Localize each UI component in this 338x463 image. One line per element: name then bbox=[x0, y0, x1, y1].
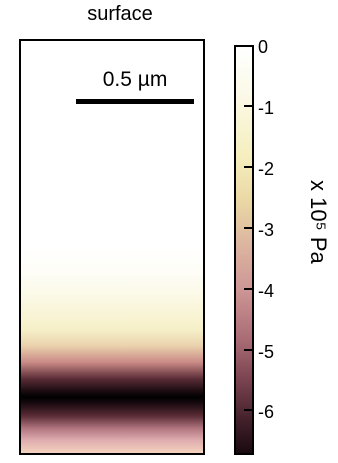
colorbar-tick-label: -6 bbox=[258, 402, 275, 422]
colorbar-tick-label: -5 bbox=[258, 342, 275, 362]
colorbar-tick-label: 0 bbox=[258, 37, 269, 57]
colorbar-tick-label: -2 bbox=[258, 159, 275, 179]
colorbar-tick bbox=[244, 227, 254, 229]
colorbar-tick bbox=[244, 409, 254, 411]
colorbar-tick bbox=[244, 45, 254, 47]
stress-map bbox=[19, 39, 205, 455]
colorbar-tick bbox=[244, 166, 254, 168]
figure-title: surface bbox=[87, 3, 153, 25]
colorbar-tick bbox=[244, 105, 254, 107]
colorbar-tick bbox=[244, 349, 254, 351]
colorbar-tick-label: -4 bbox=[258, 281, 275, 301]
scale-bar-label: 0.5 µm bbox=[102, 68, 168, 91]
colorbar-tick-label: -3 bbox=[258, 220, 275, 240]
colorbar-unit-label-box: x 10⁵ Pa bbox=[297, 180, 337, 300]
scale-bar bbox=[76, 99, 194, 104]
colorbar-unit-label: x 10⁵ Pa bbox=[306, 180, 331, 264]
colorbar-tick bbox=[244, 288, 254, 290]
colorbar-tick-label: -1 bbox=[258, 98, 275, 118]
